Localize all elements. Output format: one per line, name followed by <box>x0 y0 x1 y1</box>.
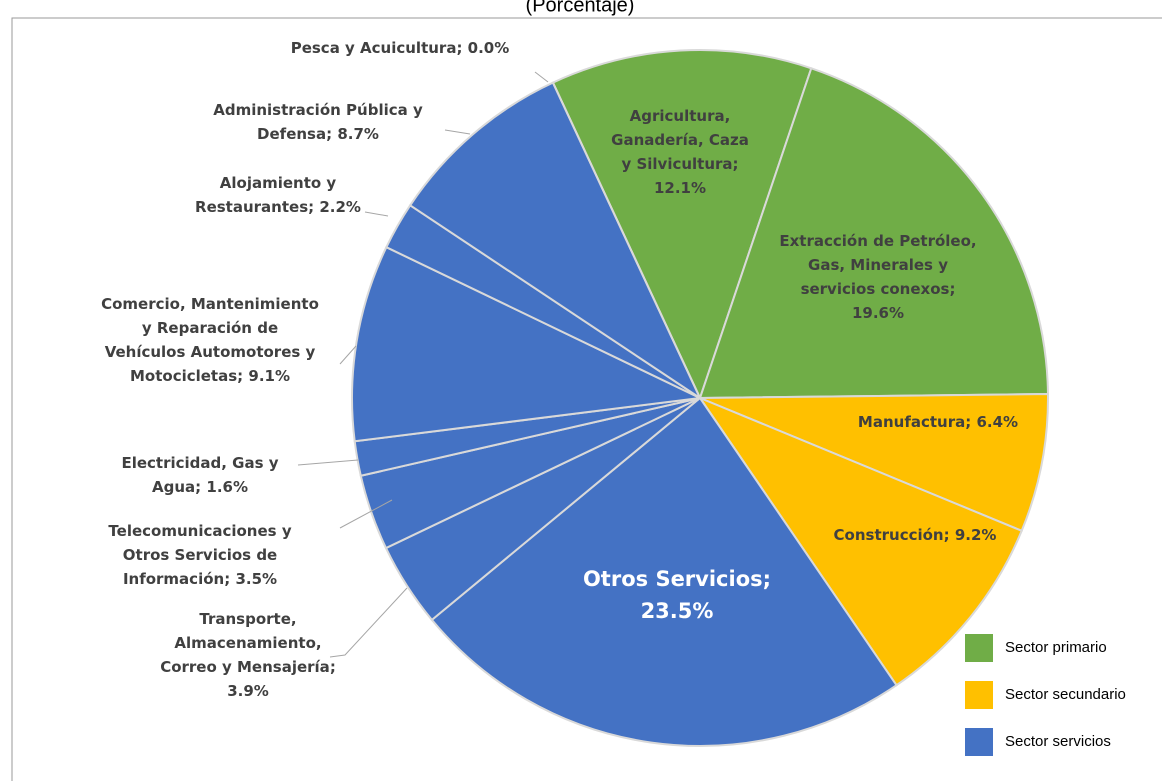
value-label: 2.2% <box>308 198 361 216</box>
legend-label: Sector servicios <box>1005 733 1111 750</box>
data-label: Pesca y Acuicultura0.0% <box>250 36 550 60</box>
value-label: 1.6% <box>195 478 248 496</box>
leader-line <box>297 459 359 466</box>
data-label: Alojamiento y Restaurantes2.2% <box>178 171 378 219</box>
data-label: Transporte, Almacenamiento, Correo y Men… <box>153 607 343 703</box>
data-label: Electricidad, Gas y Agua1.6% <box>100 451 300 499</box>
category-name: Construcción <box>833 526 944 544</box>
value-label: 6.4% <box>965 413 1018 431</box>
slice <box>697 395 1023 687</box>
leader-line <box>364 211 389 217</box>
legend-swatch <box>965 681 993 709</box>
category-name: Agricultura, Ganadería, Caza y Silvicult… <box>611 107 749 173</box>
slice <box>408 81 703 401</box>
category-name: Comercio, Mantenimiento y Reparación de … <box>101 295 319 385</box>
data-label: Manufactura6.4% <box>823 410 1053 434</box>
legend-label: Sector primario <box>1005 639 1107 656</box>
leader-line <box>444 129 471 135</box>
slices <box>351 49 1049 747</box>
chart-title: (Porcentaje) <box>526 0 635 16</box>
leader-lines <box>297 71 549 658</box>
legend-label: Sector secundario <box>1005 686 1126 703</box>
value-label: 8.7% <box>326 125 379 143</box>
category-name: Transporte, Almacenamiento, Correo y Men… <box>160 610 330 676</box>
category-name: Alojamiento y Restaurantes <box>195 174 337 216</box>
value-label: 9.2% <box>944 526 997 544</box>
legend-swatch <box>965 728 993 756</box>
slice <box>430 396 898 747</box>
category-name: Electricidad, Gas y Agua <box>121 454 279 496</box>
category-name: Manufactura <box>857 413 966 431</box>
slice <box>698 67 1049 400</box>
leader-line <box>339 499 393 529</box>
data-label: Comercio, Mantenimiento y Reparación de … <box>100 292 320 388</box>
slice <box>551 49 813 401</box>
data-label: Otros Servicios23.5% <box>567 563 787 627</box>
data-label: Administración Pública y Defensa8.7% <box>178 98 458 146</box>
legend-swatch <box>965 634 993 662</box>
category-name: Pesca y Acuicultura <box>290 39 457 57</box>
slice <box>699 393 1049 533</box>
category-name: Administración Pública y Defensa <box>213 101 423 143</box>
category-name: Extracción de Petróleo, Gas, Minerales y… <box>779 232 977 298</box>
data-label: Telecomunicaciones y Otros Servicios de … <box>100 519 300 591</box>
leader-line <box>329 587 408 658</box>
data-label: Extracción de Petróleo, Gas, Minerales y… <box>773 229 983 325</box>
slice <box>552 82 701 399</box>
slice <box>351 245 704 443</box>
value-label: 0.0% <box>456 39 509 57</box>
category-name: Otros Servicios <box>582 567 763 591</box>
frame <box>11 17 1162 781</box>
category-name: Telecomunicaciones y Otros Servicios de … <box>108 522 292 588</box>
value-label: 9.1% <box>237 367 290 385</box>
leader-line <box>534 71 549 83</box>
leader-line <box>339 345 357 365</box>
data-label: Agricultura, Ganadería, Caza y Silvicult… <box>605 104 755 200</box>
data-label: Construcción9.2% <box>800 523 1030 547</box>
value-label: 3.5% <box>224 570 277 588</box>
